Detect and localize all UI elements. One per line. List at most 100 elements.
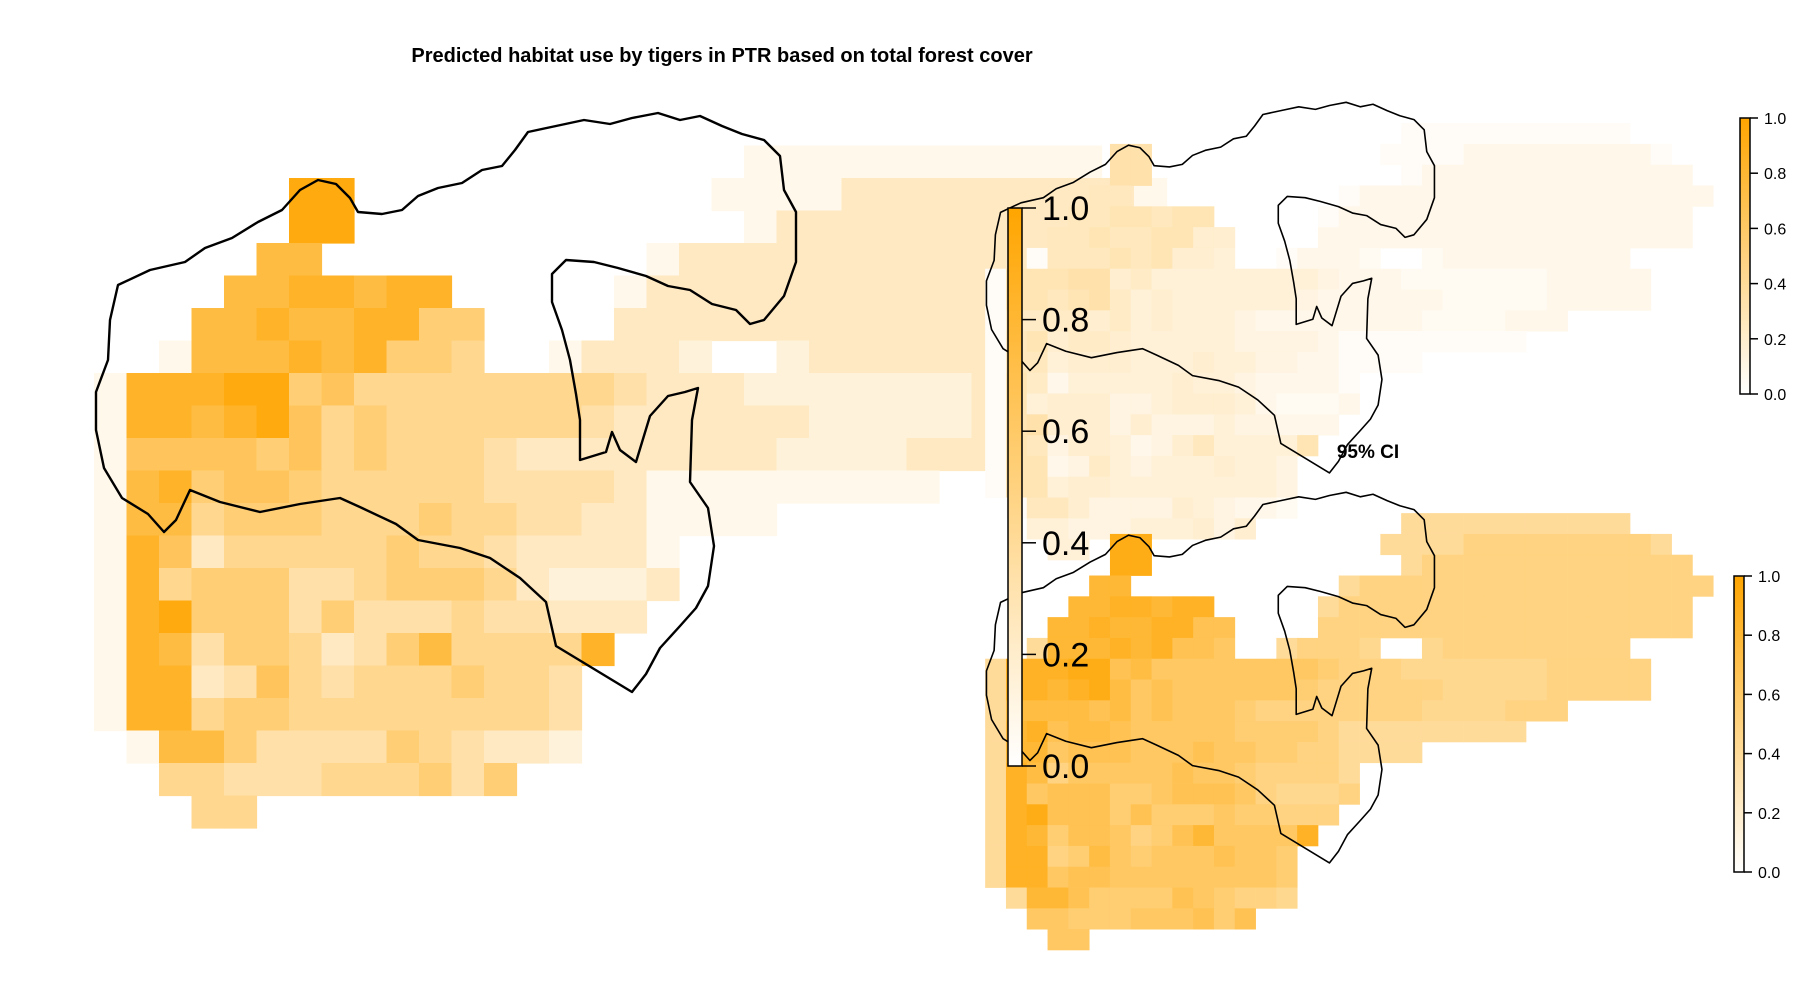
heatmap-cell [1026,268,1048,290]
heatmap-cell [874,340,908,374]
heatmap-cell [1193,476,1215,498]
heatmap-cell [744,373,778,407]
heatmap-cell [419,698,453,732]
heatmap-cell [1047,372,1069,394]
heatmap-cell [1026,762,1048,784]
heatmap-cell [1047,866,1069,888]
heatmap-cell [451,600,485,634]
heatmap-cell [289,665,323,699]
heatmap-cell [1297,721,1319,743]
heatmap-cell [985,679,1007,701]
heatmap-cell [419,470,453,504]
heatmap-cell [1609,206,1631,228]
heatmap-cell [1193,783,1215,805]
heatmap-cell [1276,637,1298,660]
heatmap-cell [1546,289,1568,311]
heatmap-cell [1130,721,1152,743]
heatmap-cell [1130,825,1152,847]
heatmap-cell [1151,700,1173,722]
heatmap-cell [1297,331,1319,353]
heatmap-cell [549,600,583,634]
heatmap-cell [1172,247,1194,270]
heatmap-cell [1005,762,1028,784]
heatmap-cell [1525,513,1548,535]
heatmap-cell [1525,617,1548,639]
heatmap-cell [1276,351,1298,374]
heatmap-cell [1151,268,1173,290]
heatmap-cell [1068,908,1090,930]
heatmap-cell [1005,825,1028,847]
heatmap-cell [1151,289,1173,311]
heatmap-cell [1234,679,1256,701]
heatmap-cell [1193,658,1215,680]
heatmap-cell [906,405,940,439]
heatmap-cell [1047,539,1069,561]
heatmap-cell [1026,310,1048,332]
color-scale-bar [1007,207,1023,767]
heatmap-cell [1089,762,1111,784]
heatmap-cell [1317,617,1340,639]
heatmap-cell [516,730,550,764]
heatmap-cell [1068,476,1090,498]
heatmap-cell [1047,825,1069,847]
heatmap-cell [985,455,1007,478]
heatmap-cell [1401,289,1423,311]
heatmap-cell [159,698,193,732]
heatmap-cell [224,470,258,504]
heatmap-cell [1255,310,1277,332]
heatmap-cell [1047,393,1069,415]
heatmap-cell [354,763,388,797]
heatmap-cell [1193,908,1215,930]
heatmap-cell [1047,247,1069,270]
heatmap-cell [1609,617,1631,639]
heatmap-cell [1463,268,1485,290]
heatmap-cell [1525,575,1548,597]
heatmap-cell [1089,414,1111,436]
scale-tick-label: 0.0 [1764,387,1786,404]
heatmap-cell [1567,247,1589,270]
heatmap-cell [1525,143,1548,166]
heatmap-cell [1193,866,1215,888]
heatmap-cell [1213,762,1236,784]
heatmap-cell [1484,289,1506,311]
heatmap-cell [1588,596,1610,618]
heatmap-cell [1442,268,1464,290]
heatmap-cell [191,633,225,667]
heatmap-cell [1525,268,1548,290]
heatmap-cell [191,340,225,374]
heatmap-cell [1442,143,1464,166]
heatmap-cell [224,308,258,342]
heatmap-cell [1525,123,1548,145]
heatmap-cell [1380,533,1402,556]
heatmap-cell [1068,289,1090,311]
heatmap-cell [386,600,420,634]
heatmap-cell [776,470,810,504]
heatmap-cell [1546,575,1568,597]
heatmap-cell [1234,825,1256,847]
heatmap-cell [874,373,908,407]
heatmap-cell [451,763,485,797]
heatmap-cell [939,210,973,244]
heatmap-cell [1525,227,1548,249]
heatmap-cell [126,600,160,634]
heatmap-cell [1089,804,1111,826]
heatmap-cell [1089,497,1111,519]
heatmap-cell [744,210,778,244]
heatmap-cell [1193,414,1215,436]
heatmap-cell [1026,414,1048,436]
heatmap-cell [1588,617,1610,639]
heatmap-cell [1005,887,1028,909]
heatmap-cell [1213,741,1236,764]
heatmap-cell [321,633,355,667]
heatmap-cell [1047,658,1069,680]
heatmap-cell [711,275,745,309]
heatmap-cell [1276,372,1298,394]
heatmap-cell [874,145,908,179]
heatmap-cell [1068,845,1090,868]
heatmap-cell [224,373,258,407]
heatmap-cell [1276,887,1298,909]
heatmap-cell [1172,617,1194,639]
heatmap-cell [1359,206,1381,228]
heatmap-cell [1255,393,1277,415]
heatmap-cell [1089,721,1111,743]
